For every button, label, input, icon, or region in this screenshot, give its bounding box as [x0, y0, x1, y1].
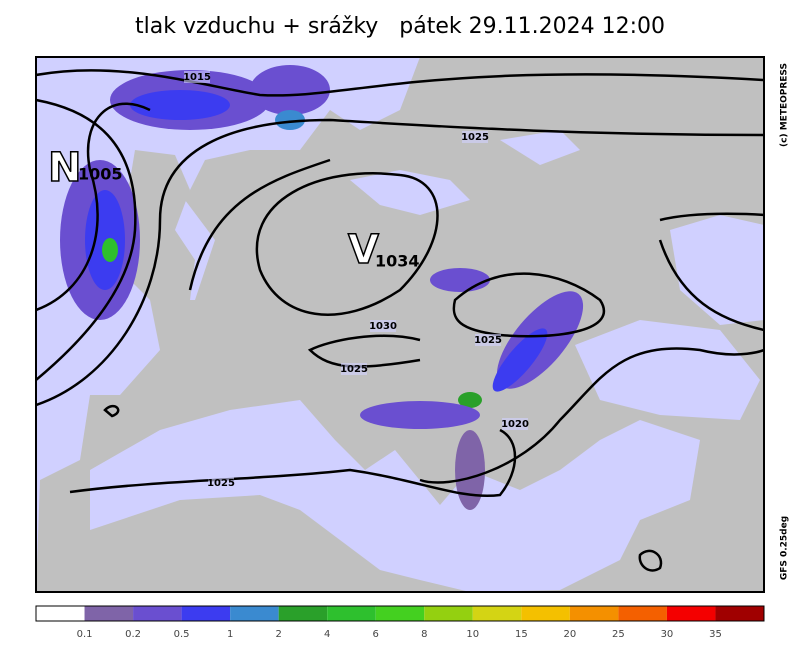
credit: (c) METEOPRESS	[780, 63, 790, 147]
isobar-label-bg	[341, 363, 367, 375]
isobars	[37, 69, 763, 572]
legend: 0.1 0.2 0.5 1 2 4 6 8 10 15 20 25 30 35	[35, 605, 765, 640]
isobar-label-bg	[184, 71, 210, 83]
baltic	[330, 58, 580, 215]
legend-swatch	[230, 606, 279, 621]
isobar-label-bg	[370, 320, 396, 332]
legend-swatch	[472, 606, 522, 621]
legend-label: 0.2	[125, 629, 141, 640]
legend-swatch	[521, 606, 570, 621]
low-letter: N	[48, 145, 81, 191]
legend-swatch	[84, 606, 134, 621]
legend-swatch	[424, 606, 473, 621]
legend-label: 35	[709, 629, 722, 640]
legend-label: 1	[227, 629, 233, 640]
legend-frame	[35, 605, 765, 622]
legend-swatch	[133, 606, 182, 621]
black-sea	[575, 320, 760, 420]
legend-label: 6	[373, 629, 379, 640]
legend-label: 10	[466, 629, 479, 640]
isobar-label-bg	[462, 131, 488, 143]
high-letter: V	[348, 227, 379, 273]
legend-swatch	[327, 606, 376, 621]
legend-swatch	[666, 606, 716, 621]
isobar-label-bg	[208, 477, 234, 489]
isobar-label-bg	[502, 418, 528, 430]
caspian	[670, 215, 763, 325]
map	[37, 58, 763, 591]
isobar-label: 1020	[501, 419, 529, 430]
legend-swatch	[618, 606, 667, 621]
isobar-label-bg	[475, 334, 501, 346]
isobar-label: 1025	[340, 364, 368, 375]
legend-label: 2	[275, 629, 281, 640]
isobar-label: 1025	[474, 335, 502, 346]
legend-label: 30	[661, 629, 674, 640]
isobar-label: 1025	[461, 132, 489, 143]
pressure-labels: N 1005 V 1034	[47, 144, 420, 274]
legend-label: 25	[612, 629, 625, 640]
legend-swatch	[278, 606, 328, 621]
legend-swatch	[375, 606, 425, 621]
model-label: GFS 0.25deg	[780, 516, 790, 580]
africa	[60, 495, 763, 591]
legend-label: 0.1	[77, 629, 93, 640]
legend-swatch	[715, 606, 764, 621]
map-frame	[35, 56, 765, 593]
title: tlak vzduchu + srážky pátek 29.11.2024 1…	[135, 14, 665, 39]
isobar-labels: 1015 1025 1030 1025 1025 1020 1025	[183, 71, 529, 489]
legend-label: 4	[324, 629, 330, 640]
isobar-label: 1030	[369, 321, 397, 332]
low-value: 1005	[78, 165, 123, 184]
legend-swatch	[569, 606, 619, 621]
legend-swatch	[36, 606, 85, 621]
legend-label: 8	[421, 629, 427, 640]
legend-label: 20	[563, 629, 576, 640]
high-value: 1034	[375, 252, 420, 271]
legend-label: 15	[515, 629, 528, 640]
isobar-label: 1015	[183, 72, 211, 83]
isobar-label: 1025	[207, 478, 235, 489]
legend-swatch	[181, 606, 231, 621]
legend-label: 0.5	[174, 629, 190, 640]
